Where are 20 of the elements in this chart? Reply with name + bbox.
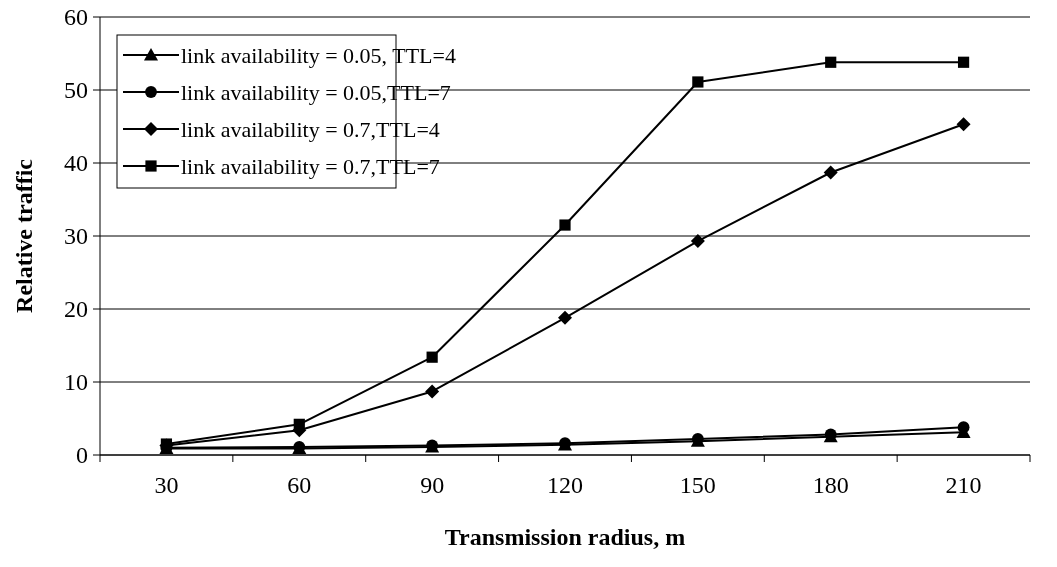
y-tick-label: 0 [76,442,88,469]
y-tick-label: 30 [64,223,88,250]
x-tick-label: 30 [154,472,179,498]
legend-label: link availability = 0.05, TTL=4 [181,42,456,68]
y-tick-label: 20 [64,296,88,323]
x-tick-label: 150 [679,472,716,498]
y-tick-label: 10 [64,369,88,396]
x-tick-label: 60 [287,472,312,498]
x-tick-label: 210 [945,472,982,498]
y-tick-label: 60 [64,4,88,31]
legend-label: link availability = 0.7,TTL=4 [181,116,440,142]
legend-label: link availability = 0.7,TTL=7 [181,153,440,179]
x-tick-label: 120 [547,472,583,498]
legend-label: link availability = 0.05,TTL=7 [181,79,451,105]
y-tick-label: 50 [64,77,88,104]
y-tick-label: 40 [64,150,88,177]
x-tick-label: 90 [420,472,445,498]
y-axis-title: Relative traffic [11,158,37,313]
x-axis-title: Transmission radius, m [444,524,686,550]
x-tick-label: 180 [812,472,849,498]
